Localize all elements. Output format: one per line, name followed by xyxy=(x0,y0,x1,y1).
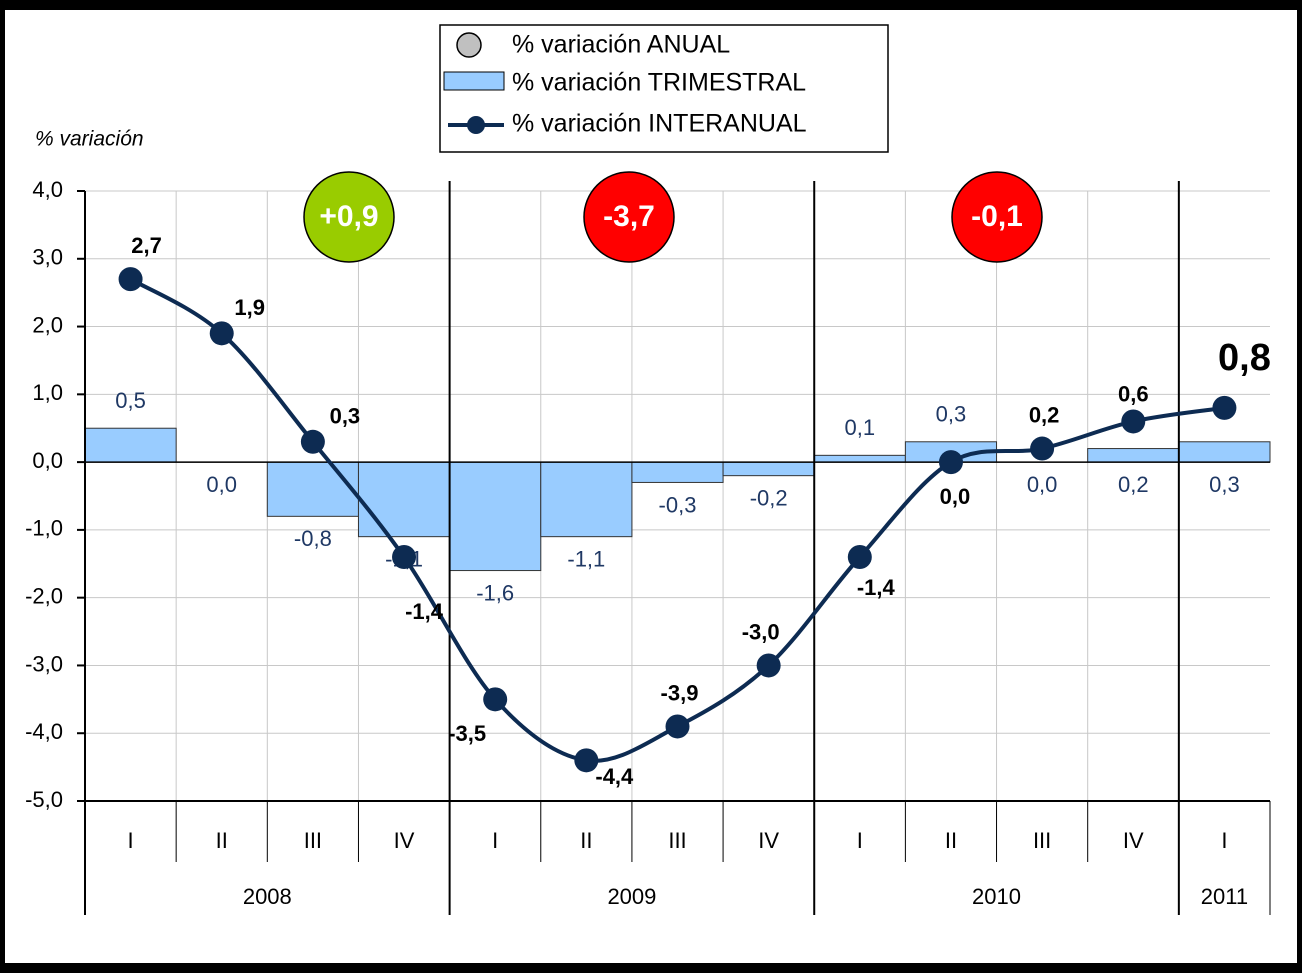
x-tick-label: IV xyxy=(1123,828,1144,853)
y-tick-label: 4,0 xyxy=(32,177,63,202)
x-tick-label: II xyxy=(216,828,228,853)
bar-value-label: -1,6 xyxy=(476,580,514,605)
line-marker xyxy=(483,687,508,712)
bar xyxy=(1178,441,1271,463)
year-label: 2008 xyxy=(243,884,292,909)
x-tick-label: II xyxy=(945,828,957,853)
y-tick-label: 0,0 xyxy=(32,448,63,473)
bar-value-label: 0,5 xyxy=(115,388,146,413)
line-value-label: 0,0 xyxy=(940,484,971,509)
annual-circle xyxy=(583,171,675,263)
x-tick-label: I xyxy=(492,828,498,853)
line-value-label: 0,2 xyxy=(1029,402,1060,427)
line-value-label: 0,6 xyxy=(1118,381,1149,406)
line-marker xyxy=(756,653,781,678)
year-label: 2009 xyxy=(607,884,656,909)
line-marker xyxy=(300,429,325,454)
bar-value-label: -0,2 xyxy=(750,485,788,510)
line-marker xyxy=(665,714,690,739)
bar xyxy=(449,461,542,572)
legend xyxy=(439,24,889,153)
y-tick-label: 3,0 xyxy=(32,245,63,270)
legend-label: % variación INTERANUAL xyxy=(512,110,807,138)
x-tick-label: IV xyxy=(394,828,415,853)
bar-value-label: -0,8 xyxy=(294,526,332,551)
line-value-label: 2,7 xyxy=(131,233,162,258)
legend-label: % variación ANUAL xyxy=(512,31,730,59)
y-tick-label: -4,0 xyxy=(25,719,63,744)
line-value-label: 1,9 xyxy=(234,295,265,320)
legend-label: % variación TRIMESTRAL xyxy=(512,69,806,97)
y-tick-label: -5,0 xyxy=(25,787,63,812)
annual-circle xyxy=(951,171,1043,263)
legend-swatch-bar xyxy=(443,71,505,91)
y-tick-label: 1,0 xyxy=(32,380,63,405)
bar-value-label: 0,3 xyxy=(1209,472,1240,497)
bar xyxy=(357,461,451,538)
line-marker xyxy=(392,545,417,569)
x-tick-label: IV xyxy=(758,828,779,853)
x-tick-label: II xyxy=(580,828,592,853)
bar xyxy=(84,427,177,463)
line-value-label: -1,4 xyxy=(857,575,896,600)
y-tick-label: -2,0 xyxy=(25,583,63,608)
y-tick-label: -1,0 xyxy=(25,516,63,541)
line-marker xyxy=(1121,409,1146,434)
bar xyxy=(631,461,724,483)
line-value-label: 0,3 xyxy=(330,404,361,429)
bar-value-label: 0,1 xyxy=(845,415,876,440)
line-marker xyxy=(118,267,143,292)
bar-value-label: 0,2 xyxy=(1118,472,1149,497)
annual-circle xyxy=(303,171,395,263)
line-value-label: -3,5 xyxy=(448,721,486,746)
bar-value-label: -1,1 xyxy=(567,546,605,571)
line-marker xyxy=(574,748,599,773)
bar xyxy=(722,461,815,477)
legend-swatch-annual xyxy=(456,32,482,58)
line-marker xyxy=(1212,395,1237,420)
annual-label: -3,7 xyxy=(603,200,655,233)
line-marker xyxy=(1030,436,1055,461)
x-tick-label: I xyxy=(1221,828,1227,853)
bar-value-label: 0,3 xyxy=(936,402,967,427)
line-value-label: -1,4 xyxy=(405,599,444,624)
bar xyxy=(266,461,359,517)
x-tick-label: I xyxy=(857,828,863,853)
line-marker xyxy=(209,321,234,346)
bar xyxy=(813,454,906,463)
line-value-label: -3,0 xyxy=(742,619,780,644)
year-label: 2011 xyxy=(1201,884,1248,909)
line-marker xyxy=(938,450,963,475)
y-tick-label: -3,0 xyxy=(25,651,63,676)
annual-label: -0,1 xyxy=(971,200,1023,233)
line-value-label: -3,9 xyxy=(661,680,699,705)
background xyxy=(5,10,1297,963)
line-marker xyxy=(847,545,872,569)
bar-value-label: 0,0 xyxy=(206,472,237,497)
year-label: 2010 xyxy=(972,884,1021,909)
y-axis-label: % variación xyxy=(35,128,144,151)
x-tick-label: III xyxy=(1033,828,1051,853)
line-value-label: 0,8 xyxy=(1218,337,1271,379)
legend-swatch-marker xyxy=(467,116,485,134)
annual-label: +0,9 xyxy=(319,200,378,233)
bar-value-label: 0,0 xyxy=(1027,472,1058,497)
bar xyxy=(540,461,633,538)
x-tick-label: III xyxy=(668,828,686,853)
line-value-label: -4,4 xyxy=(595,764,634,789)
bar xyxy=(1087,448,1180,463)
x-tick-label: III xyxy=(304,828,322,853)
y-tick-label: 2,0 xyxy=(32,312,63,337)
x-tick-label: I xyxy=(128,828,134,853)
bar-value-label: -0,3 xyxy=(659,492,697,517)
